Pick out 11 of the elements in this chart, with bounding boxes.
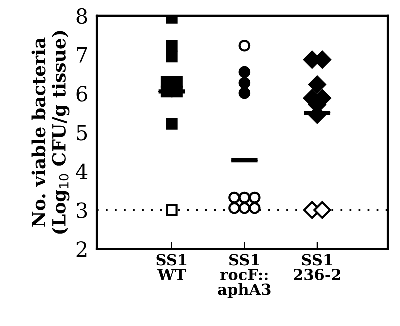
y-tick-label: 2 bbox=[76, 242, 87, 257]
x-tick-label: SS1 WT bbox=[156, 254, 187, 280]
y-axis-title: No. viable bacteria (Log$_{10}$ CFU/g tissue) bbox=[32, 31, 70, 234]
y-tick-label: 3 bbox=[77, 202, 88, 218]
x-tick-label: SS1 236-2 bbox=[294, 254, 340, 281]
y-tick-label: 6 bbox=[76, 86, 88, 102]
y-tick-label: 5 bbox=[77, 125, 88, 141]
y-tick-label: 8 bbox=[76, 8, 88, 24]
y-tick-label: 7 bbox=[77, 48, 88, 63]
y-tick-label: 4 bbox=[76, 164, 88, 180]
x-tick-label: SS1 rocF:: aphA3 bbox=[218, 254, 271, 298]
